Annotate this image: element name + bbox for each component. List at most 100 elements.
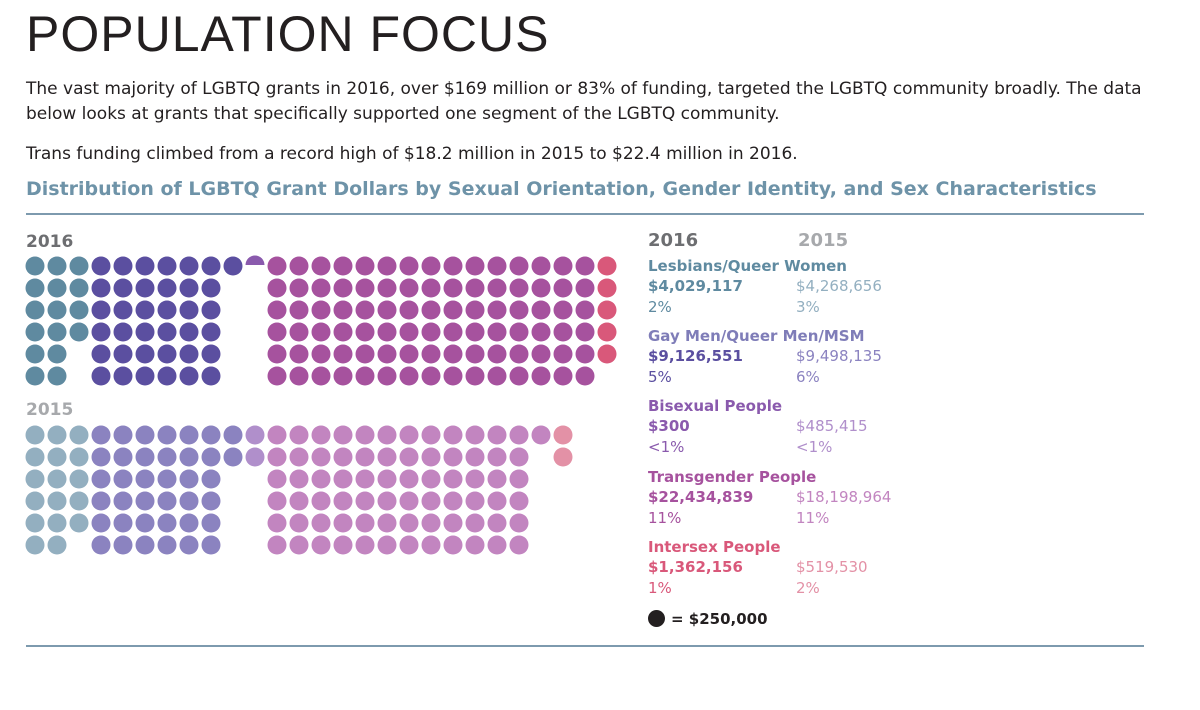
waffle-dot-trans-2016	[355, 256, 375, 276]
intro-paragraph: The vast majority of LGBTQ grants in 201…	[26, 79, 1142, 124]
waffle-dot-trans-2016	[487, 344, 507, 364]
waffle-dot-gay-2016	[157, 278, 177, 298]
waffle-dot-trans-2016	[355, 366, 375, 386]
waffle-dot-gay-2016	[113, 300, 133, 320]
legend-percent-2015: 3%	[796, 298, 820, 316]
waffle-dot-trans-2015	[399, 535, 419, 555]
waffle-dot-trans-2016	[311, 300, 331, 320]
waffle-dot-gay-2015	[179, 469, 199, 489]
waffle-dot-trans-2015	[289, 513, 309, 533]
waffle-dot-gay-2015	[157, 491, 177, 511]
waffle-dot-lesbian-2016	[47, 300, 67, 320]
waffle-dot-trans-2015	[465, 535, 485, 555]
waffle-dot-trans-2016	[289, 322, 309, 342]
waffle-dot-gay-2016	[179, 344, 199, 364]
waffle-dot-gay-2016	[201, 278, 221, 298]
waffle-dot-trans-2015	[311, 425, 331, 445]
waffle-dot-trans-2016	[399, 344, 419, 364]
waffle-dot-trans-2016	[509, 344, 529, 364]
waffle-dot-trans-2015	[509, 491, 529, 511]
waffle-dot-trans-2016	[443, 366, 463, 386]
waffle-dot-gay-2016	[179, 300, 199, 320]
legend-lesbians: Lesbians/Queer Women $4,029,117 $4,268,6…	[648, 256, 968, 318]
waffle-dot-gay-2015	[201, 535, 221, 555]
waffle-dot-trans-2016	[377, 300, 397, 320]
waffle-dot-trans-2016	[421, 278, 441, 298]
legend-dollars-2015: $519,530	[796, 558, 868, 576]
waffle-dot-gay-2015	[201, 513, 221, 533]
waffle-dot-gay-2016	[201, 322, 221, 342]
waffle-dot-trans-2015	[465, 491, 485, 511]
waffle-dot-trans-2015	[487, 535, 507, 555]
waffle-dot-trans-2015	[421, 425, 441, 445]
waffle-dot-gay-2015	[113, 447, 133, 467]
waffle-dot-trans-2016	[531, 256, 551, 276]
waffle-dot-lesbian-2015	[25, 535, 45, 555]
waffle-dot-gay-2016	[179, 322, 199, 342]
waffle-dot-trans-2016	[531, 366, 551, 386]
waffle-dot-trans-2015	[333, 425, 353, 445]
waffle-dot-trans-2015	[267, 535, 287, 555]
waffle-dot-trans-2015	[377, 491, 397, 511]
waffle-dot-trans-2015	[487, 425, 507, 445]
legend-name: Transgender People	[648, 468, 817, 486]
legend-percent-2016: 2%	[648, 298, 672, 316]
waffle-dot-trans-2016	[289, 256, 309, 276]
waffle-dot-trans-2016	[399, 366, 419, 386]
waffle-dot-trans-2015	[399, 491, 419, 511]
waffle-dot-gay-2015	[113, 513, 133, 533]
waffle-dot-gay-2015	[201, 425, 221, 445]
waffle-dot-lesbian-2016	[25, 278, 45, 298]
waffle-dot-gay-2015	[135, 447, 155, 467]
legend-year-2015: 2015	[798, 230, 849, 251]
waffle-dot-trans-2015	[443, 535, 463, 555]
waffle-dot-gay-2016	[179, 256, 199, 276]
legend-name: Lesbians/Queer Women	[648, 257, 847, 275]
waffle-dot-trans-2016	[377, 322, 397, 342]
waffle-dot-trans-2016	[289, 344, 309, 364]
waffle-dot-gay-2015	[135, 425, 155, 445]
waffle-dot-lesbian-2016	[25, 300, 45, 320]
waffle-dot-gay-2015	[179, 425, 199, 445]
waffle-dot-trans-2015	[509, 447, 529, 467]
waffle-dot-trans-2016	[311, 256, 331, 276]
waffle-dot-lesbian-2015	[25, 513, 45, 533]
waffle-dot-gay-2015	[179, 535, 199, 555]
waffle-dot-trans-2016	[333, 300, 353, 320]
waffle-dot-trans-2016	[377, 256, 397, 276]
waffle-dot-gay-2015	[179, 447, 199, 467]
waffle-dot-lesbian-2016	[47, 256, 67, 276]
waffle-dot-trans-2015	[289, 535, 309, 555]
legend-dollars-2016: $4,029,117	[648, 277, 743, 295]
waffle-dot-intersex-2016	[597, 344, 617, 364]
waffle-dot-trans-2016	[487, 278, 507, 298]
waffle-dot-trans-2015	[311, 447, 331, 467]
waffle-dot-trans-2016	[509, 256, 529, 276]
legend-percent-2016: 11%	[648, 509, 682, 527]
waffle-dot-trans-2016	[531, 322, 551, 342]
waffle-dot-trans-2015	[267, 513, 287, 533]
waffle-dot-trans-2015	[333, 535, 353, 555]
legend-percent-2016: <1%	[648, 438, 685, 456]
legend-name: Intersex People	[648, 538, 781, 556]
waffle-dot-trans-2015	[377, 535, 397, 555]
waffle-dot-trans-2016	[355, 344, 375, 364]
waffle-dot-trans-2016	[465, 322, 485, 342]
waffle-dot-gay-2015	[179, 513, 199, 533]
waffle-dot-lesbian-2016	[69, 256, 89, 276]
waffle-dot-gay-2015	[113, 491, 133, 511]
legend-year-2016: 2016	[648, 230, 699, 251]
waffle-dot-gay-2016	[135, 344, 155, 364]
waffle-dot-trans-2015	[487, 513, 507, 533]
waffle-dot-lesbian-2016	[25, 322, 45, 342]
waffle-dot-trans-2016	[465, 344, 485, 364]
waffle-dot-lesbian-2016	[47, 278, 67, 298]
waffle-dot-trans-2016	[531, 278, 551, 298]
waffle-dot-lesbian-2015	[69, 447, 89, 467]
waffle-dot-trans-2016	[311, 344, 331, 364]
waffle-dot-gay-2016	[179, 366, 199, 386]
waffle-dot-trans-2015	[355, 491, 375, 511]
waffle-dot-gay-2016	[201, 344, 221, 364]
waffle-dot-trans-2016	[465, 300, 485, 320]
page-title: POPULATION FOCUS	[26, 6, 550, 62]
